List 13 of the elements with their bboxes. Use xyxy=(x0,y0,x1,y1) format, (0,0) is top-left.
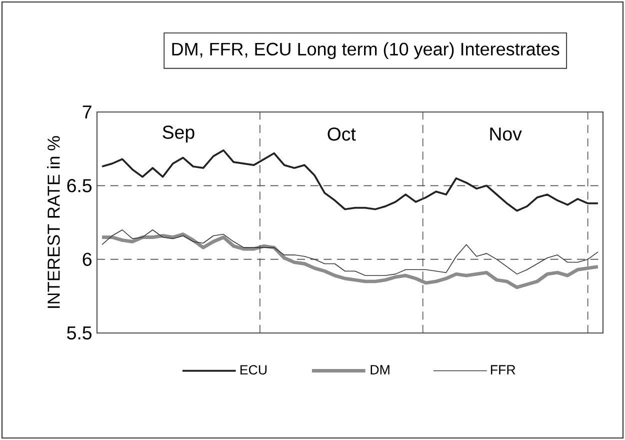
legend-label: DM xyxy=(370,365,390,374)
annotation: Oct xyxy=(328,127,356,141)
legend-label: ECU xyxy=(240,365,267,375)
legend-label: FFR xyxy=(490,365,516,374)
annotation: Sep xyxy=(162,126,194,143)
chart-title: DM, FFR, ECU Long term (10 year) Interestrates xyxy=(172,42,560,60)
y-axis-title: INTEREST RATE in % xyxy=(47,136,60,308)
y-tick-label: 6.5 xyxy=(67,179,92,192)
y-tick-label: 6 xyxy=(82,252,92,266)
annotation: Nov xyxy=(490,128,522,141)
line-series xyxy=(100,232,600,290)
y-tick-label: 5.5 xyxy=(67,326,92,340)
y-tick-label: 7 xyxy=(82,106,92,118)
